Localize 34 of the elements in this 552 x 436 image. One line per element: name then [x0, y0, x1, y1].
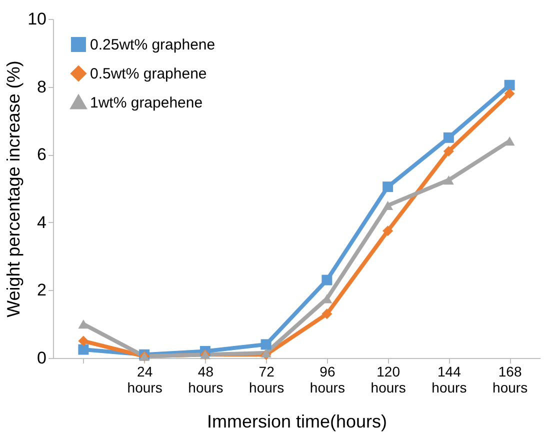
point: [382, 226, 394, 236]
y-axis-title: Weight percentage increase (%): [4, 60, 24, 318]
y-tick-label: 0: [37, 348, 46, 368]
y-tick-label: 4: [37, 212, 46, 232]
point: [443, 132, 454, 143]
x-axis-title: Immersion time(hours): [206, 412, 388, 432]
point: [322, 308, 332, 320]
legend-label: 0.5wt% graphene: [90, 66, 207, 82]
y-tick-label: 10: [28, 10, 46, 28]
point: [504, 88, 515, 99]
legend-label: 1wt% grapehene: [90, 94, 203, 112]
point: [443, 175, 454, 185]
x-tick-label: 168 hours: [492, 364, 528, 396]
point: [504, 80, 515, 90]
x-tick-label: 24 hours: [127, 364, 162, 396]
y-tick-label: 6: [37, 145, 46, 164]
x-tick-label: 72 hours: [249, 364, 284, 396]
x-tick-label: 144 hours: [432, 364, 467, 396]
point: [260, 348, 272, 358]
point: [78, 344, 89, 355]
point: [382, 200, 394, 210]
x-tick-label: 96 hours: [310, 364, 345, 396]
point: [382, 182, 394, 192]
y-tick-label: 2: [37, 280, 46, 300]
point: [260, 339, 272, 350]
point: [78, 336, 89, 346]
point: [504, 136, 515, 146]
x-tick-label: 48 hours: [188, 364, 224, 396]
legend-label: 0.25wt% graphene: [90, 36, 216, 54]
point: [78, 320, 89, 329]
x-tick-label: 120 hours: [370, 364, 406, 396]
point: [322, 274, 332, 286]
y-tick-label: 8: [37, 77, 46, 96]
point: [443, 146, 454, 156]
